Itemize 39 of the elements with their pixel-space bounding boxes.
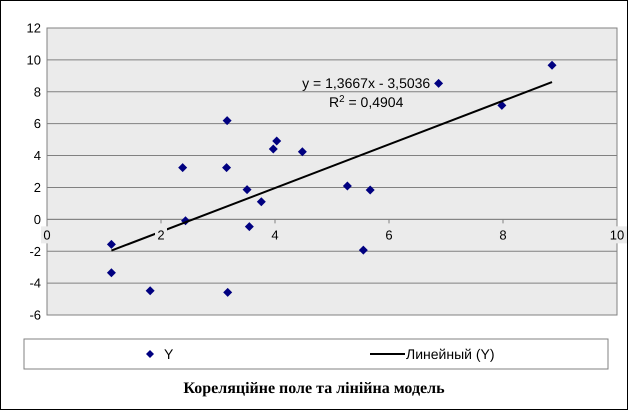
x-tick-label: 6 [385, 227, 393, 242]
y-tick-label: -4 [29, 276, 41, 291]
y-tick-label: 4 [34, 148, 41, 164]
point [434, 78, 444, 88]
x-tick-label: 2 [157, 227, 165, 242]
point [106, 240, 116, 249]
point [366, 185, 375, 194]
point [358, 246, 368, 255]
y-tick-label: 6 [34, 116, 41, 132]
annotation: y = 1,3667x - 3,5036 [302, 74, 430, 91]
y-tick-label: 10 [26, 52, 41, 68]
y-tick-label: 0 [34, 212, 41, 227]
point [298, 147, 307, 156]
y-tick-label: -2 [29, 244, 41, 259]
point [178, 163, 188, 172]
x-tick-label: 4 [271, 227, 279, 242]
text: Кореляційне поле та лінійна модель [183, 380, 446, 397]
annotation: R$^{2}$ = 0,4904 [329, 93, 404, 110]
point [268, 144, 278, 154]
point [223, 288, 232, 297]
point [222, 116, 232, 126]
point [548, 60, 557, 70]
point [242, 185, 252, 194]
y-tick-label: -6 [29, 308, 41, 323]
x-tick-label: 8 [499, 227, 507, 242]
legend-label: Y [164, 346, 174, 362]
point [272, 136, 282, 146]
point [342, 182, 352, 191]
x-tick-label: 0 [43, 227, 51, 242]
y-tick-label: 12 [26, 20, 41, 36]
point [244, 222, 254, 232]
point [146, 286, 155, 296]
y-tick-label: 8 [34, 84, 41, 100]
legend-label: Линейный (Y) [406, 346, 495, 362]
point [222, 163, 232, 172]
point [256, 197, 266, 206]
x-tick-label: 10 [610, 227, 624, 242]
y-tick-label: 2 [34, 180, 41, 195]
point [106, 268, 116, 278]
